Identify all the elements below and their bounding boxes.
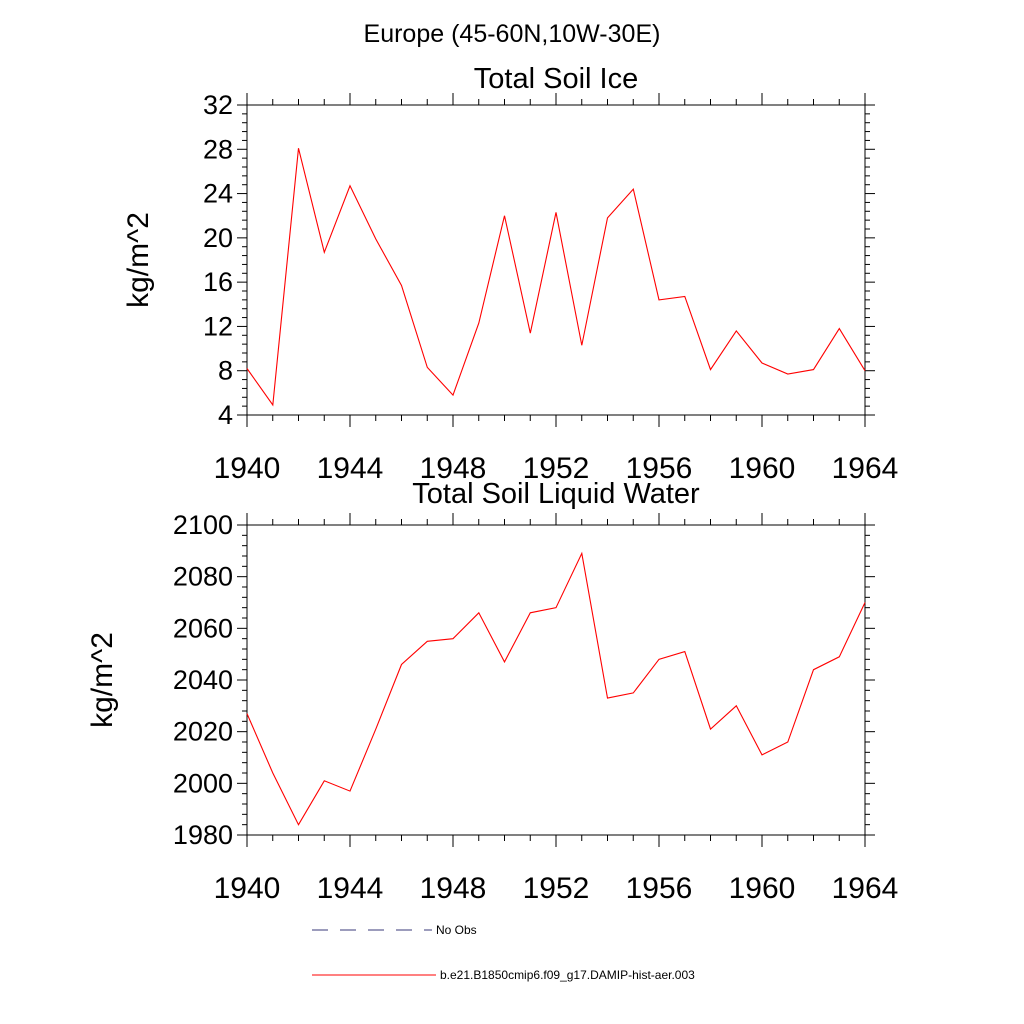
y-axis-label: kg/m^2: [86, 632, 119, 728]
y-axis-label: kg/m^2: [122, 212, 155, 308]
y-tick-label: 2100: [173, 510, 233, 540]
x-tick-label: 1952: [523, 452, 590, 485]
x-tick-label: 1956: [626, 872, 693, 905]
x-tick-label: 1940: [214, 452, 281, 485]
chart-title: Total Soil Liquid Water: [412, 478, 700, 510]
panel-soil-liquid-water: Total Soil Liquid Water 1980 2000 2020 2040 2…: [86, 478, 898, 905]
x-tick-label: 1944: [317, 452, 384, 485]
y-tick-label: 2000: [173, 768, 233, 798]
chart-title: Total Soil Ice: [474, 63, 638, 95]
x-tick-label: 1960: [729, 872, 796, 905]
x-tick-label: 1944: [317, 872, 384, 905]
legend-label-no-obs: No Obs: [436, 923, 477, 937]
y-tick-label: 2040: [173, 665, 233, 695]
x-tick-label: 1956: [626, 452, 693, 485]
y-tick-label: 2060: [173, 613, 233, 643]
y-tick-label: 1980: [173, 820, 233, 850]
y-tick-label: 12: [203, 311, 233, 341]
series-line: [246, 148, 866, 407]
x-tick-label: 1948: [420, 872, 487, 905]
page-title: Europe (45-60N,10W-30E): [364, 20, 661, 48]
x-tick-label: 1948: [420, 452, 487, 485]
series-line: [246, 551, 866, 826]
y-tick-label: 28: [203, 134, 233, 164]
y-tick-label: 8: [218, 356, 233, 386]
panel-soil-ice: Total Soil Ice 4 8 12 16 20 24 28 32 1940 1944 1948…: [122, 63, 898, 485]
y-tick-label: 4: [218, 400, 233, 430]
x-tick-label: 1964: [832, 872, 899, 905]
plot-frame: [246, 104, 866, 416]
y-tick-label: 2020: [173, 717, 233, 747]
legend-label-model-run: b.e21.B1850cmip6.f09_g17.DAMIP-hist-aer.…: [440, 968, 695, 982]
y-tick-label: 32: [203, 90, 233, 120]
x-tick-label: 1960: [729, 452, 796, 485]
x-tick-label: 1940: [214, 872, 281, 905]
y-tick-label: 2080: [173, 562, 233, 592]
y-tick-label: 16: [203, 267, 233, 297]
y-tick-label: 24: [203, 179, 233, 209]
x-tick-label: 1964: [832, 452, 899, 485]
y-tick-label: 20: [203, 223, 233, 253]
x-tick-label: 1952: [523, 872, 590, 905]
legend: No Obs b.e21.B1850cmip6.f09_g17.DAMIP-hi…: [312, 923, 695, 982]
plot-frame: [246, 524, 866, 836]
